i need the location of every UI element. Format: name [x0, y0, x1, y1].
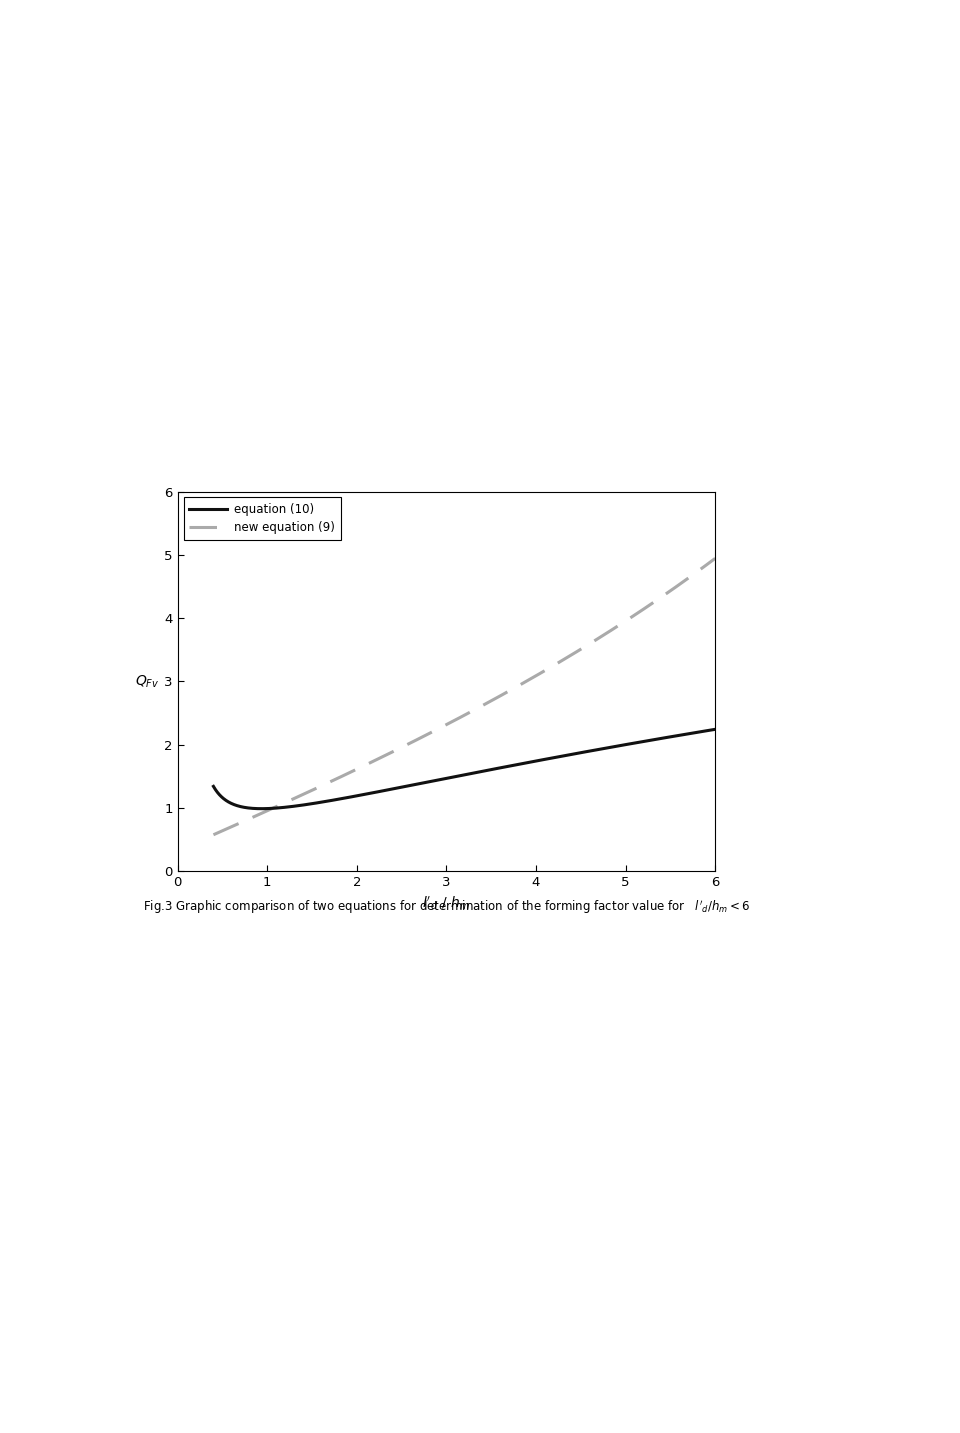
Legend: equation (10), new equation (9): equation (10), new equation (9): [183, 497, 341, 540]
X-axis label: $l'_d\ /\ h_m$: $l'_d\ /\ h_m$: [422, 894, 470, 913]
Text: Fig.3 Graphic comparison of two equations for determination of the forming facto: Fig.3 Graphic comparison of two equation…: [143, 898, 750, 916]
Y-axis label: $Q_{Fv}$: $Q_{Fv}$: [135, 674, 159, 689]
